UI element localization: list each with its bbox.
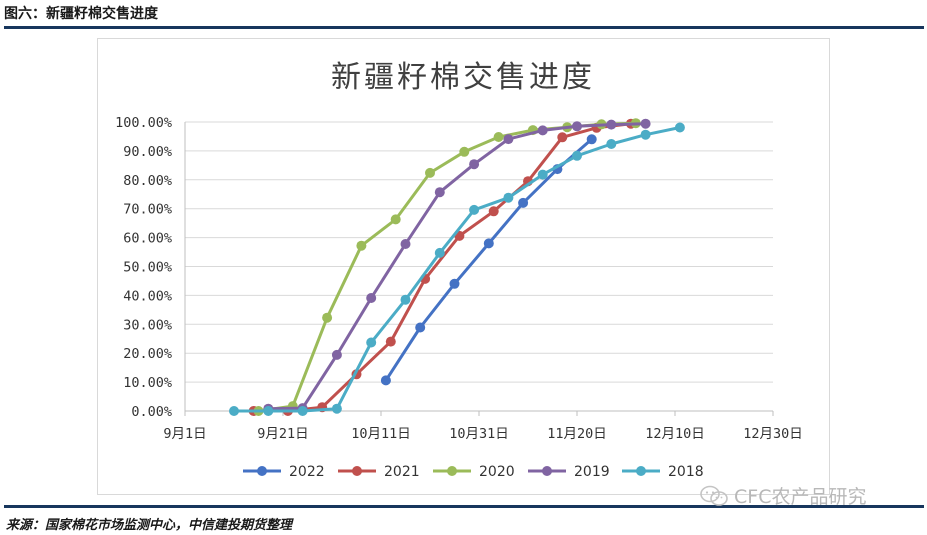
x-tick-label: 12月30日 (743, 426, 803, 442)
y-tick-label: 100.00% (115, 115, 172, 131)
y-tick-label: 60.00% (123, 231, 172, 247)
data-point-2018 (640, 129, 651, 140)
legend-swatch-marker (257, 466, 267, 476)
wechat-icon (700, 485, 728, 506)
legend-label: 2020 (479, 464, 515, 480)
watermark: CFC农产品研究 (700, 482, 866, 509)
x-tick-label: 11月20日 (547, 426, 607, 442)
data-point-2019 (640, 118, 651, 129)
data-point-2022 (586, 134, 597, 145)
bottom-divider (4, 505, 924, 508)
legend: 2022 2021 2020 2019 2018 (243, 464, 704, 480)
x-tick-label: 9月1日 (163, 426, 206, 442)
series-line-2022 (384, 138, 593, 382)
x-tick-label: 10月11日 (351, 426, 411, 442)
y-tick-label: 20.00% (123, 346, 172, 362)
data-point-2018 (674, 122, 685, 133)
data-point-2020 (356, 240, 367, 251)
data-point-2019 (503, 134, 514, 145)
data-point-2018 (263, 406, 274, 416)
x-tick-label: 9月21日 (257, 426, 308, 442)
series-2018 (229, 122, 685, 416)
data-point-2018 (503, 192, 514, 203)
data-point-2021 (488, 206, 499, 217)
legend-swatch-marker (447, 466, 457, 476)
legend-label: 2021 (384, 464, 420, 480)
data-point-2020 (322, 312, 333, 323)
legend-swatch-marker (636, 466, 646, 476)
x-tick-label: 10月31日 (449, 426, 509, 442)
y-tick-label: 0.00% (131, 404, 172, 420)
data-point-2022 (415, 322, 426, 333)
data-point-2019 (606, 119, 617, 130)
data-point-2018 (469, 204, 480, 215)
data-point-2022 (483, 238, 494, 249)
series-2020 (253, 118, 641, 416)
data-point-2018 (537, 169, 548, 180)
data-point-2022 (518, 197, 529, 208)
line-chart: 新疆籽棉交售进度 0.00% 10.00% 20.00% 30.00% 40.00% 50… (115, 60, 803, 480)
legend-swatch-marker (542, 466, 552, 476)
data-point-2018 (606, 139, 617, 149)
series-line-2019 (268, 122, 646, 411)
chart-title: 新疆籽棉交售进度 (331, 60, 595, 95)
watermark-text: CFC农产品研究 (734, 486, 867, 508)
data-point-2019 (366, 293, 377, 303)
gridlines (185, 121, 773, 383)
chart-frame: 新疆籽棉交售进度 0.00% 10.00% 20.00% 30.00% 40.00% 50… (97, 38, 830, 495)
legend-item-2022: 2022 (243, 464, 325, 480)
data-point-2021 (385, 336, 396, 347)
data-point-2019 (572, 121, 582, 132)
x-tick-label: 12月10日 (645, 426, 705, 442)
y-tick-label: 10.00% (123, 375, 172, 391)
figure-caption: 图六：新疆籽棉交售进度 (4, 6, 158, 22)
data-point-2018 (331, 403, 342, 414)
y-tick-label: 80.00% (123, 173, 172, 189)
data-point-2018 (229, 406, 239, 416)
y-tick-label: 70.00% (123, 202, 172, 218)
legend-item-2018: 2018 (622, 464, 704, 480)
data-point-2019 (469, 159, 480, 170)
legend-label: 2019 (574, 464, 610, 480)
data-point-2020 (493, 132, 504, 142)
y-tick-label: 90.00% (123, 144, 172, 160)
data-point-2018 (434, 247, 445, 258)
y-tick-label: 40.00% (123, 288, 172, 304)
data-point-2019 (331, 349, 342, 360)
series-2022 (380, 134, 597, 386)
data-point-2022 (380, 375, 391, 386)
data-point-2020 (390, 214, 401, 225)
legend-item-2019: 2019 (528, 464, 610, 480)
data-point-2019 (537, 125, 548, 136)
source-note: 来源：国家棉花市场监测中心，中信建投期货整理 (6, 518, 293, 533)
data-point-2019 (434, 187, 445, 198)
y-tick-label: 50.00% (123, 260, 172, 276)
series-line-2020 (258, 121, 636, 413)
y-tick-label: 30.00% (123, 317, 172, 333)
data-point-2019 (400, 239, 411, 249)
data-point-2021 (557, 132, 568, 143)
legend-item-2020: 2020 (433, 464, 515, 480)
data-point-2018 (366, 337, 377, 348)
legend-swatch-marker (352, 466, 362, 476)
data-point-2018 (572, 150, 582, 161)
top-divider (4, 26, 924, 29)
axes: 0.00% 10.00% 20.00% 30.00% 40.00% 50.00% 60.00… (115, 115, 803, 442)
series-line-2018 (234, 126, 681, 413)
series-group (229, 118, 685, 416)
legend-label: 2022 (289, 464, 325, 480)
data-point-2018 (297, 406, 308, 416)
data-point-2020 (459, 146, 470, 157)
series-line-2021 (253, 122, 632, 413)
data-point-2018 (400, 294, 411, 305)
data-point-2022 (449, 278, 460, 289)
legend-label: 2018 (668, 464, 704, 480)
legend-item-2021: 2021 (338, 464, 420, 480)
data-point-2020 (425, 167, 435, 178)
